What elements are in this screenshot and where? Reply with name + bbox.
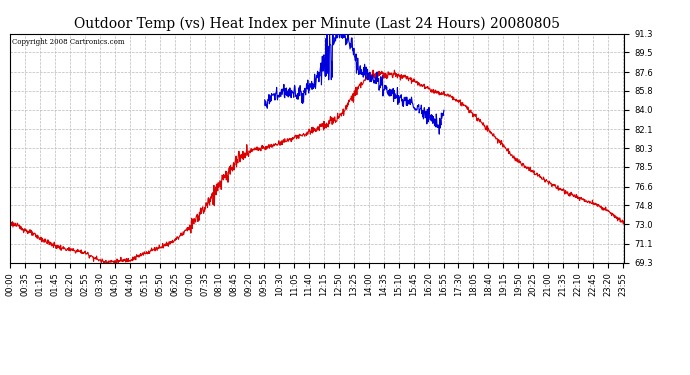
Title: Outdoor Temp (vs) Heat Index per Minute (Last 24 Hours) 20080805: Outdoor Temp (vs) Heat Index per Minute …: [75, 17, 560, 31]
Text: Copyright 2008 Cartronics.com: Copyright 2008 Cartronics.com: [12, 38, 124, 46]
